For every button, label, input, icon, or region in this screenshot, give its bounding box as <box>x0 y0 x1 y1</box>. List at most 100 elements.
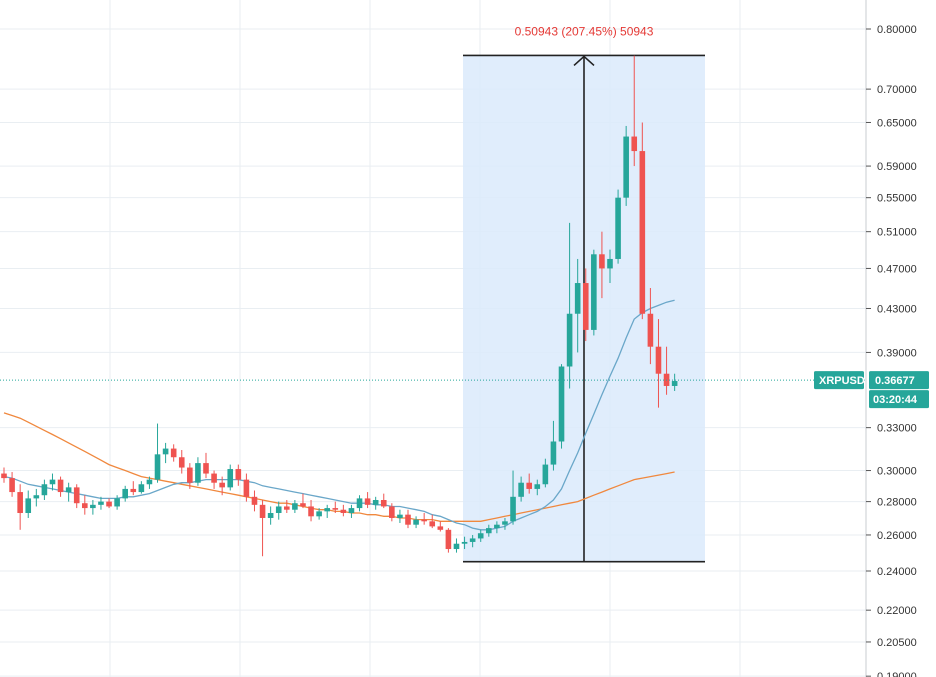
candle[interactable] <box>591 249 597 336</box>
candle[interactable] <box>292 500 298 514</box>
candle[interactable] <box>284 500 290 514</box>
candle[interactable] <box>461 536 468 550</box>
candle[interactable] <box>146 476 153 489</box>
candle[interactable] <box>1 467 7 483</box>
candles[interactable] <box>1 55 678 557</box>
candle[interactable] <box>599 231 605 299</box>
price-axis[interactable]: 0.80000 0.70000 0.65000 0.59000 0.55000 0.510… <box>865 0 917 677</box>
candle[interactable] <box>582 268 589 342</box>
candle[interactable] <box>477 529 484 542</box>
candle[interactable] <box>300 493 306 509</box>
candle[interactable] <box>453 538 460 553</box>
candle[interactable] <box>502 517 508 530</box>
candle[interactable] <box>372 496 379 510</box>
candle[interactable] <box>437 521 444 532</box>
candle[interactable] <box>542 458 549 488</box>
candle[interactable] <box>380 493 387 509</box>
candle[interactable] <box>219 476 225 496</box>
candle-body <box>195 463 201 483</box>
candle[interactable] <box>510 470 516 525</box>
candle[interactable] <box>73 484 80 509</box>
candle[interactable] <box>267 506 274 525</box>
candle[interactable] <box>98 496 104 510</box>
candle[interactable] <box>138 481 145 494</box>
candle[interactable] <box>526 473 532 494</box>
candle[interactable] <box>227 464 234 491</box>
candle[interactable] <box>405 509 411 529</box>
candle[interactable] <box>389 503 395 522</box>
candle[interactable] <box>275 501 282 520</box>
candle-body <box>615 197 621 259</box>
candle[interactable] <box>41 479 48 501</box>
price-tag-background <box>869 371 929 390</box>
candle[interactable] <box>251 490 258 512</box>
candle-body <box>340 509 347 514</box>
candle[interactable] <box>57 476 64 497</box>
candle[interactable] <box>178 450 185 474</box>
candle-body <box>106 501 112 507</box>
candle[interactable] <box>445 528 452 553</box>
candle[interactable] <box>397 509 403 524</box>
candle[interactable] <box>647 288 654 365</box>
candle-body <box>284 506 290 510</box>
candle[interactable] <box>49 473 56 491</box>
candle[interactable] <box>122 485 128 502</box>
candle[interactable] <box>154 423 161 483</box>
candle[interactable] <box>332 501 339 514</box>
countdown-tag-background <box>869 390 929 409</box>
candle[interactable] <box>671 373 678 391</box>
candle[interactable] <box>324 504 330 518</box>
candle[interactable] <box>655 319 662 408</box>
candle[interactable] <box>33 488 40 507</box>
candle[interactable] <box>639 122 646 320</box>
candle[interactable] <box>187 463 193 489</box>
candle[interactable] <box>550 420 557 471</box>
candle[interactable] <box>235 464 242 486</box>
candle[interactable] <box>607 249 613 284</box>
candle[interactable] <box>65 482 72 502</box>
candle[interactable] <box>518 476 524 502</box>
candle[interactable] <box>308 500 314 522</box>
candle[interactable] <box>558 364 565 449</box>
candle[interactable] <box>9 472 15 497</box>
candle[interactable] <box>348 504 355 518</box>
measure-label: 0.50943 (207.45%) 50943 <box>515 24 654 38</box>
bar-countdown: 03:20:44 <box>873 394 918 406</box>
candle-body <box>17 492 23 514</box>
candle[interactable] <box>17 484 23 530</box>
candle[interactable] <box>90 500 96 515</box>
candle[interactable] <box>623 125 629 206</box>
candle[interactable] <box>494 521 500 534</box>
candle[interactable] <box>211 470 217 489</box>
candle[interactable] <box>534 479 541 496</box>
candle[interactable] <box>486 524 492 537</box>
candle-body <box>623 136 629 198</box>
candle[interactable] <box>259 500 266 557</box>
candle-body <box>421 519 427 522</box>
candle[interactable] <box>114 495 120 510</box>
candle[interactable] <box>195 457 201 486</box>
candle[interactable] <box>25 490 32 518</box>
candle[interactable] <box>429 514 436 529</box>
candle[interactable] <box>243 473 250 502</box>
candle[interactable] <box>106 498 112 509</box>
candle[interactable] <box>356 495 363 512</box>
candle[interactable] <box>130 481 137 496</box>
candle[interactable] <box>615 189 621 264</box>
candle[interactable] <box>203 452 209 479</box>
candle[interactable] <box>162 442 169 464</box>
candle[interactable] <box>413 516 419 529</box>
candle[interactable] <box>469 534 476 548</box>
candle[interactable] <box>364 492 371 509</box>
candle[interactable] <box>421 513 427 525</box>
candle[interactable] <box>316 508 322 520</box>
candle-body <box>631 136 638 152</box>
candle[interactable] <box>340 504 347 517</box>
candle[interactable] <box>566 222 573 389</box>
candle[interactable] <box>631 55 638 167</box>
candle[interactable] <box>82 495 88 515</box>
candle[interactable] <box>574 258 581 353</box>
candle[interactable] <box>170 444 177 462</box>
